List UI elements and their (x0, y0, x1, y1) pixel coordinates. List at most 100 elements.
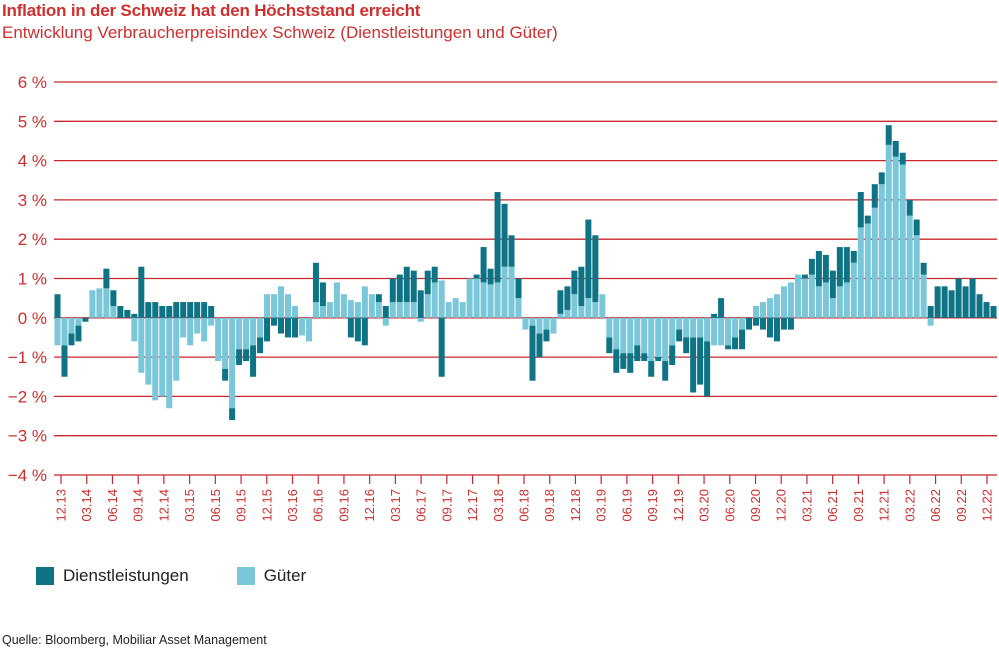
bar-dienstleistungen (124, 309, 131, 318)
bar-gueter (850, 262, 857, 318)
bar-gueter (864, 223, 871, 318)
bar-gueter (899, 164, 906, 318)
bar-gueter (103, 288, 110, 318)
x-tick-label: 09.14 (131, 489, 146, 522)
bar-dienstleistungen (319, 282, 326, 307)
bar-gueter (285, 294, 292, 318)
x-tick-label: 12.21 (877, 489, 892, 522)
bar-dienstleistungen (354, 317, 361, 342)
bar-dienstleistungen (690, 337, 697, 393)
legend-item-dienstleistungen: Dienstleistungen (36, 566, 189, 586)
bar-gueter (375, 302, 382, 318)
bar-gueter (815, 286, 822, 318)
x-tick-label: 06.22 (928, 489, 943, 522)
bar-gueter (208, 317, 215, 326)
bar-dienstleistungen (173, 302, 180, 318)
bar-gueter (753, 306, 760, 318)
bar-gueter (382, 317, 389, 326)
bar-gueter (326, 302, 333, 318)
x-tick-label: 06.18 (517, 489, 532, 522)
bar-dienstleistungen (382, 306, 389, 318)
bar-dienstleistungen (732, 337, 739, 350)
bar-gueter (836, 286, 843, 318)
y-tick-label: −2 % (8, 387, 47, 406)
bar-gueter (424, 294, 431, 318)
bar-dienstleistungen (264, 317, 271, 342)
bar-dienstleistungen (243, 349, 250, 362)
bar-gueter (417, 317, 424, 322)
bar-dienstleistungen (480, 247, 487, 283)
bar-dienstleistungen (683, 337, 690, 354)
x-tick-label: 12.22 (980, 489, 995, 522)
bar-gueter (697, 317, 704, 338)
bar-gueter (410, 302, 417, 318)
bar-dienstleistungen (138, 266, 145, 318)
bar-dienstleistungen (948, 290, 955, 318)
bar-dienstleistungen (564, 286, 571, 310)
bar-dienstleistungen (850, 250, 857, 263)
x-tick-label: 12.19 (671, 489, 686, 522)
bar-gueter (620, 317, 627, 354)
bar-dienstleistungen (187, 302, 194, 318)
bar-dienstleistungen (291, 317, 298, 338)
x-tick-label: 06.17 (414, 489, 429, 522)
bar-dienstleistungen (864, 215, 871, 224)
bar-dienstleistungen (166, 306, 173, 318)
legend: Dienstleistungen Güter (36, 566, 354, 586)
bar-gueter (711, 317, 718, 346)
bar-dienstleistungen (955, 278, 962, 318)
bar-gueter (780, 286, 787, 318)
bar-dienstleistungen (592, 235, 599, 303)
y-tick-label: 1 % (18, 270, 47, 289)
bar-gueter (787, 282, 794, 318)
bar-dienstleistungen (620, 353, 627, 369)
bar-gueter (96, 288, 103, 318)
bar-dienstleistungen (250, 345, 257, 377)
bar-gueter (606, 317, 613, 338)
bar-gueter (145, 317, 152, 385)
bars (54, 125, 997, 420)
bar-dienstleistungen (655, 357, 662, 362)
bar-gueter (634, 317, 641, 346)
bar-gueter (68, 317, 75, 334)
bar-gueter (361, 286, 368, 318)
y-tick-label: 3 % (18, 191, 47, 210)
x-tick-label: 06.20 (722, 489, 737, 522)
bar-dienstleistungen (159, 306, 166, 318)
bar-gueter (264, 294, 271, 318)
bar-dienstleistungen (347, 317, 354, 338)
bar-dienstleistungen (431, 266, 438, 283)
bar-dienstleistungen (753, 317, 760, 326)
bar-dienstleistungen (389, 278, 396, 303)
y-tick-label: 4 % (18, 152, 47, 171)
bar-gueter (173, 317, 180, 381)
y-tick-label: −1 % (8, 348, 47, 367)
bar-gueter (564, 309, 571, 318)
bar-dienstleistungen (704, 341, 711, 397)
bar-dienstleistungen (913, 219, 920, 236)
bar-gueter (271, 294, 278, 318)
y-tick-label: −4 % (8, 466, 47, 485)
bar-dienstleistungen (725, 345, 732, 350)
bar-dienstleistungen (417, 290, 424, 318)
bar-gueter (138, 317, 145, 373)
bar-gueter (794, 274, 801, 318)
bar-gueter (459, 302, 466, 318)
bar-dienstleistungen (613, 349, 620, 373)
x-tick-label: 09.18 (542, 489, 557, 522)
bar-gueter (494, 282, 501, 318)
x-tick-label: 09.20 (748, 489, 763, 522)
bar-gueter (347, 300, 354, 318)
bar-gueter (438, 280, 445, 318)
bar-dienstleistungen (983, 302, 990, 318)
bar-dienstleistungen (836, 247, 843, 287)
bar-dienstleistungen (746, 317, 753, 330)
bar-gueter (529, 317, 536, 326)
x-tick-label: 12.14 (156, 489, 171, 522)
bar-gueter (808, 274, 815, 318)
bar-gueter (473, 278, 480, 318)
bar-dienstleistungen (906, 199, 913, 216)
bar-gueter (655, 317, 662, 358)
x-tick-label: 12.13 (54, 489, 69, 522)
bar-gueter (662, 317, 669, 362)
